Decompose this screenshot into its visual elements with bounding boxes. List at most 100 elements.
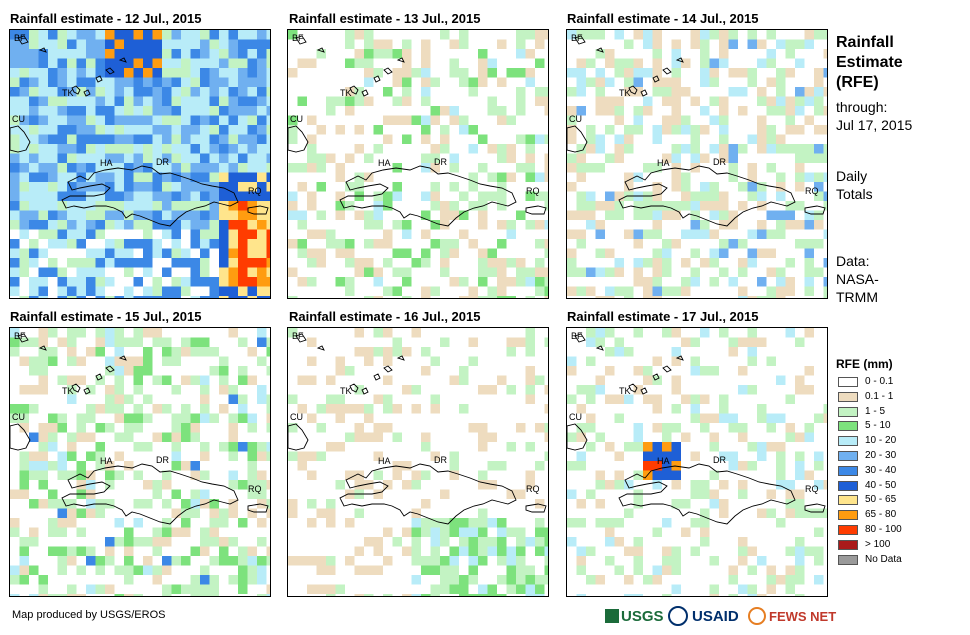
rainfall-cell [719,96,729,106]
rainfall-cell [671,404,681,414]
rainfall-cell [38,575,48,585]
rainfall-cell [497,172,507,182]
rainfall-cell [671,423,681,433]
region-label-tk: TK [62,386,74,396]
rainfall-cell [430,518,440,528]
rainfall-cell [440,527,450,537]
rainfall-cell [10,30,20,40]
rainfall-cell [95,153,105,163]
rainfall-cell [266,277,270,287]
rainfall-cell [373,489,383,499]
rainfall-cell [624,125,634,135]
rainfall-cell [605,153,615,163]
rainfall-cell [95,277,105,287]
rainfall-cell [181,182,191,192]
rainfall-cell [738,68,748,78]
rainfall-cell [766,565,776,575]
coastline [17,35,127,75]
rainfall-cell [57,172,67,182]
rainfall-cell [76,115,86,125]
rainfall-cell [10,182,20,192]
rainfall-cell [38,39,48,49]
rainfall-cell [525,144,535,154]
rainfall-cell [48,432,58,442]
rainfall-cell [430,115,440,125]
rainfall-cell [586,267,596,277]
rainfall-cell [506,556,516,566]
rainfall-cell [152,106,162,116]
rainfall-cell [776,144,786,154]
rainfall-cell [105,366,115,376]
rainfall-cell [576,461,586,471]
rainfall-cell [48,30,58,40]
rainfall-cell [814,527,824,537]
rainfall-cell [567,68,577,78]
rainfall-cell [643,210,653,220]
rainfall-cell [776,220,786,230]
rainfall-cell [162,96,172,106]
rainfall-cell [171,87,181,97]
rainfall-cell [200,267,210,277]
rainfall-cell [143,442,153,452]
rainfall-cell [544,191,548,201]
rainfall-cell [133,594,143,596]
rainfall-cell [728,144,738,154]
rainfall-cell [114,296,124,298]
rainfall-cell [209,39,219,49]
rainfall-cell [190,470,200,480]
rainfall-cell [19,87,29,97]
rainfall-cell [38,68,48,78]
rainfall-cell [757,413,767,423]
rainfall-cell [95,210,105,220]
data-source-line-1: Data: [836,253,870,269]
rainfall-cell [795,385,805,395]
rainfall-cell [257,286,267,296]
rainfall-cell [228,49,238,59]
rainfall-cell [709,77,719,87]
rainfall-cell [200,451,210,461]
rainfall-cell [29,337,39,347]
rainfall-cell [700,77,710,87]
rainfall-cell [219,248,229,258]
region-label-bf: BF [14,33,26,43]
rainfall-cell [114,337,124,347]
rainfall-cell [402,77,412,87]
rainfall-cell [266,499,270,509]
rainfall-cell [48,220,58,230]
legend-swatch [838,525,858,535]
rainfall-cell [728,30,738,40]
region-label-bf: BF [571,331,583,341]
rainfall-cell [681,182,691,192]
rainfall-cell [247,144,257,154]
rainfall-cell [411,480,421,490]
rainfall-cell [567,182,577,192]
rainfall-cell [690,356,700,366]
rainfall-cell [595,518,605,528]
rainfall-cell [671,347,681,357]
rainfall-cell [487,191,497,201]
rainfall-cell [823,153,827,163]
rainfall-cell [719,210,729,220]
rainfall-cell [29,451,39,461]
rainfall-cell [681,58,691,68]
rainfall-cell [567,125,577,135]
coastline [349,75,381,97]
rainfall-cell [95,77,105,87]
rainfall-cell [402,87,412,97]
rainfall-cell [421,96,431,106]
rainfall-cell [200,153,210,163]
rainfall-cell [516,575,526,585]
rainfall-cell [190,96,200,106]
rainfall-cell [700,413,710,423]
rainfall-cell [814,267,824,277]
rainfall-cell [402,527,412,537]
rainfall-cell [643,68,653,78]
rainfall-cell [478,248,488,258]
rainfall-cell [228,394,238,404]
rainfall-cell [10,565,20,575]
rainfall-cell [392,347,402,357]
rainfall-cell [95,347,105,357]
rainfall-cell [440,556,450,566]
rainfall-cell [497,115,507,125]
rainfall-cell [238,575,248,585]
